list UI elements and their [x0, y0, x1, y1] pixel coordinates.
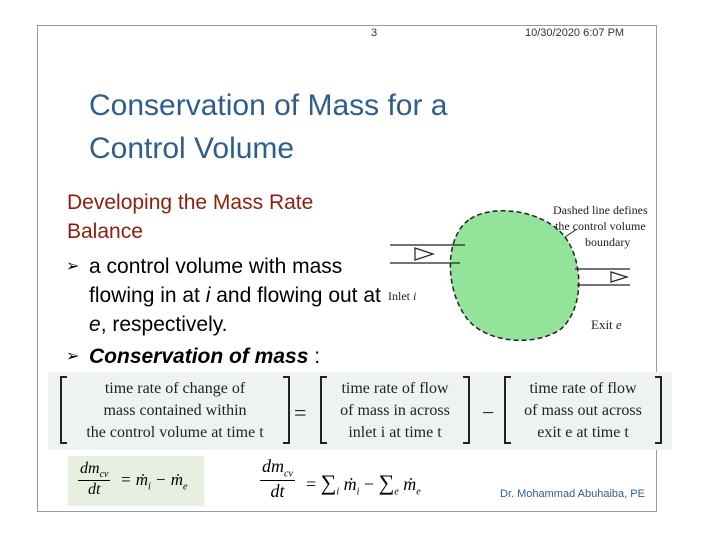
section-subtitle: Developing the Mass Rate Balance	[67, 188, 387, 246]
subtitle-line-2: Balance	[67, 220, 143, 243]
exit-label: Exit e	[591, 317, 622, 332]
subtitle-line-1: Developing the Mass Rate	[67, 191, 314, 214]
control-volume-diagram: Dashed line defines the control volume b…	[388, 203, 648, 342]
mass-rate-equation-compact: dmcv dt = ṁi − ṁe	[68, 456, 204, 506]
word-equation: time rate of change of mass contained wi…	[48, 372, 672, 450]
boundary-note-line-1: Dashed line defines	[553, 203, 648, 217]
exit-arrow-icon	[610, 271, 630, 283]
slide-number: 3	[371, 27, 378, 39]
bullet-arrow-icon: ➢	[66, 348, 80, 365]
inlet-label: Inlet i	[388, 289, 416, 303]
word-eq-equals: =	[294, 400, 307, 425]
boundary-note-line-3: boundary	[585, 235, 630, 249]
bullet-arrow-icon: ➢	[66, 258, 80, 275]
boundary-leader	[564, 228, 578, 238]
bracket-left	[60, 376, 67, 444]
bracket-right	[283, 376, 290, 444]
title-line-2: Control Volume	[89, 132, 295, 165]
inlet-arrow-icon	[414, 247, 435, 261]
word-eq-box-3: time rate of flow of mass out across exi…	[504, 376, 662, 444]
boundary-note-line-2: the control volume	[555, 219, 646, 233]
slide-title: Conservation of Mass for a Control Volum…	[89, 84, 609, 170]
control-volume-region	[449, 210, 580, 342]
author-credit: Dr. Mohammad Abuhaiba, PE	[500, 488, 645, 500]
word-eq-box-1: time rate of change of mass contained wi…	[60, 376, 290, 444]
word-eq-minus: −	[482, 400, 495, 425]
bullet-conservation: ➢ Conservation of mass :	[66, 342, 386, 371]
title-line-1: Conservation of Mass for a	[89, 89, 448, 122]
slide-datetime: 10/30/2020 6:07 PM	[525, 27, 625, 39]
word-eq-box-2: time rate of flow of mass in across inle…	[320, 376, 470, 444]
mass-rate-equation-sum: dmcv dt = ∑i ṁi − ∑e ṁe	[260, 456, 421, 501]
bullet-control-volume: ➢ a control volume with mass flowing in …	[66, 252, 386, 339]
